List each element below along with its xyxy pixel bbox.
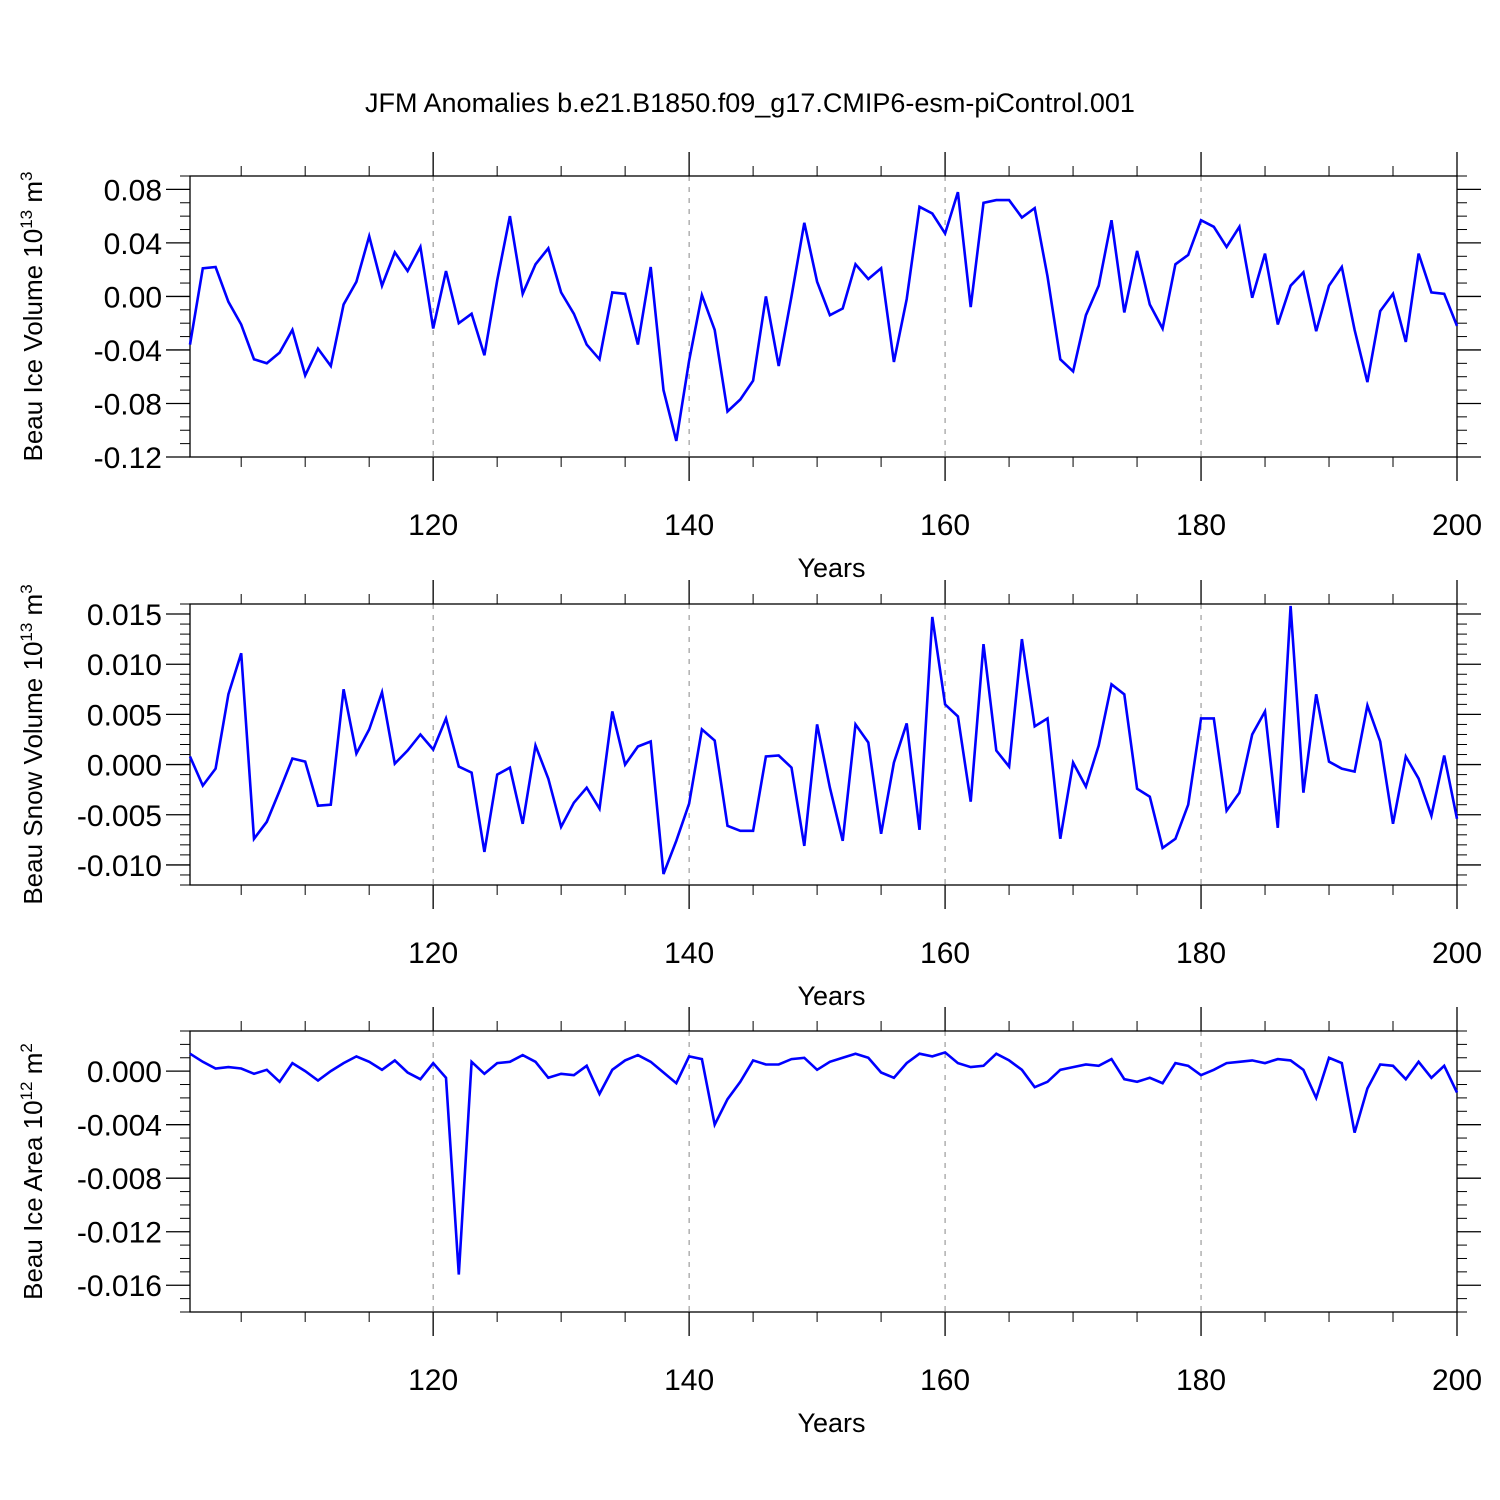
- x-axis-label: Years: [797, 981, 865, 1011]
- x-tick-label-200: 200: [1432, 1364, 1482, 1397]
- y-tick-label--0.12: -0.12: [94, 442, 162, 475]
- y-tick-label--0.08: -0.08: [94, 388, 162, 421]
- x-axis-label: Years: [797, 1408, 865, 1438]
- y-tick-label--0.04: -0.04: [94, 335, 162, 368]
- y-axis-label: Beau Snow Volume 1013 m3: [17, 584, 48, 904]
- y-tick-label-0.000: 0.000: [87, 1056, 162, 1089]
- y-axis-label: Beau Ice Volume 1013 m3: [17, 172, 48, 462]
- y-tick-label--0.012: -0.012: [77, 1217, 162, 1250]
- chart-panel-2: 120 140 160 180 200 -0.010 -0.005 0.000 0.005 0.0…: [17, 580, 1482, 1011]
- y-tick-label-0.00: 0.00: [104, 281, 162, 314]
- data-series-line: [188, 605, 1459, 875]
- plot-frame: [189, 175, 1458, 458]
- y-tick-label--0.005: -0.005: [77, 800, 162, 833]
- x-tick-label-120: 120: [408, 1364, 458, 1397]
- y-tick-label-0.005: 0.005: [87, 699, 162, 732]
- chart-panel-1: 120 140 160 180 200 -0.12 -0.08 -0.04 0.00 0.04 0.…: [17, 152, 1482, 583]
- x-tick-label-160: 160: [920, 509, 970, 542]
- x-tick-label-180: 180: [1176, 509, 1226, 542]
- data-series-line: [189, 1050, 1459, 1275]
- x-tick-label-120: 120: [408, 937, 458, 970]
- x-tick-label-200: 200: [1432, 937, 1482, 970]
- figure-title: JFM Anomalies b.e21.B1850.f09_g17.CMIP6-…: [365, 88, 1135, 118]
- plot-frame: [189, 603, 1458, 886]
- x-tick-label-200: 200: [1432, 509, 1482, 542]
- y-tick-label-0.010: 0.010: [87, 649, 162, 682]
- y-axis-label: Beau Ice Area 1012 m2: [17, 1043, 48, 1300]
- x-axis-label: Years: [797, 553, 865, 583]
- y-tick-label-0.000: 0.000: [87, 750, 162, 783]
- x-tick-label-140: 140: [664, 937, 714, 970]
- chart-panel-3: 120 140 160 180 200 -0.016 -0.012 -0.008 -0.004 0…: [17, 1007, 1482, 1438]
- x-tick-label-180: 180: [1176, 937, 1226, 970]
- x-tick-label-160: 160: [920, 937, 970, 970]
- x-tick-label-180: 180: [1176, 1364, 1226, 1397]
- y-tick-label-0.08: 0.08: [104, 174, 162, 207]
- x-tick-label-140: 140: [664, 1364, 714, 1397]
- x-tick-label-160: 160: [920, 1364, 970, 1397]
- y-tick-label--0.010: -0.010: [77, 850, 162, 883]
- y-tick-label-0.015: 0.015: [87, 599, 162, 632]
- y-tick-label--0.004: -0.004: [77, 1110, 162, 1143]
- y-tick-label--0.008: -0.008: [77, 1163, 162, 1196]
- plot-frame: [189, 1030, 1458, 1313]
- y-tick-label-0.04: 0.04: [104, 228, 162, 261]
- y-tick-label--0.016: -0.016: [77, 1270, 162, 1303]
- x-tick-label-120: 120: [408, 509, 458, 542]
- x-tick-label-140: 140: [664, 509, 714, 542]
- data-series-line: [188, 191, 1459, 442]
